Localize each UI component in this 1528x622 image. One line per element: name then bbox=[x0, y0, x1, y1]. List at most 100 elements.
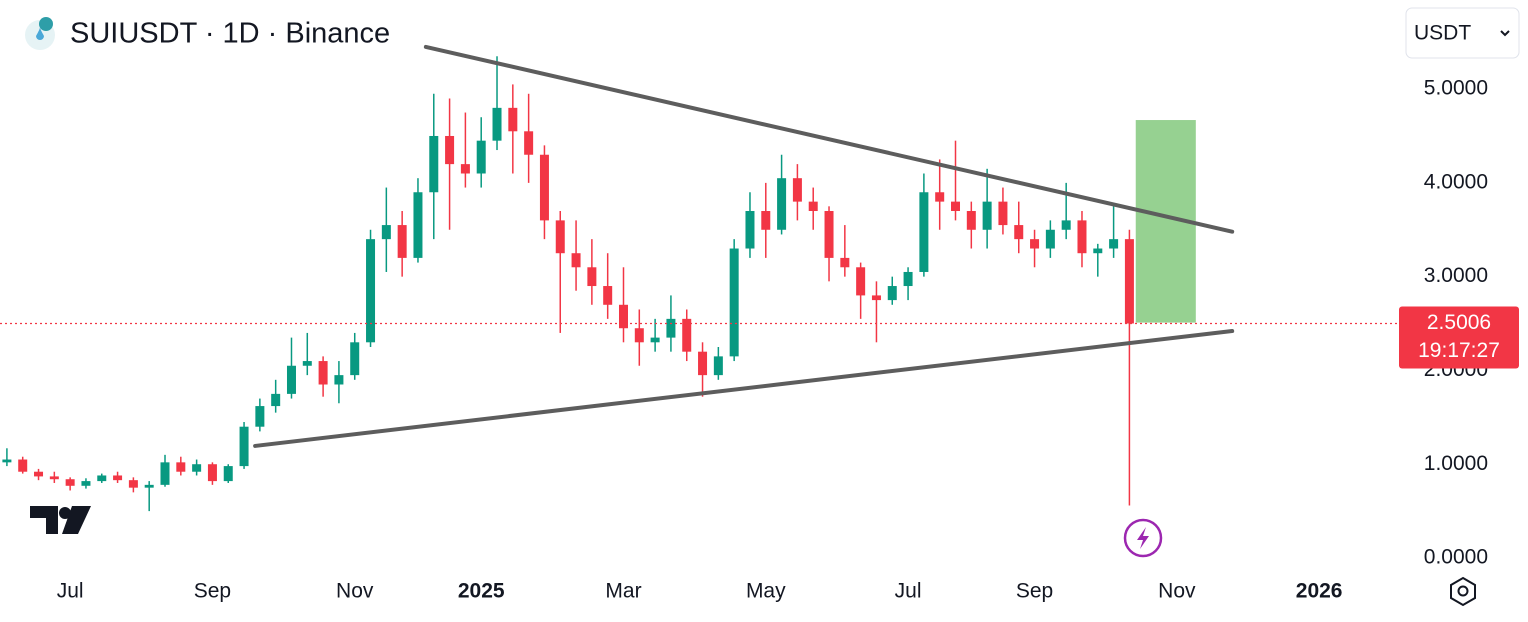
candle-body bbox=[18, 459, 28, 472]
x-tick-label: Nov bbox=[1158, 580, 1196, 603]
candle-body bbox=[1014, 225, 1024, 240]
candle-body bbox=[476, 140, 486, 174]
candle-body bbox=[524, 131, 534, 155]
candle-body bbox=[492, 107, 502, 141]
candle-body bbox=[650, 337, 660, 343]
candle-body bbox=[286, 365, 296, 394]
price-tag-countdown: 19:17:27 bbox=[1418, 339, 1500, 362]
tradingview-logo bbox=[30, 506, 91, 534]
candle-body bbox=[1030, 239, 1040, 249]
candle-body bbox=[603, 286, 613, 305]
candle-body bbox=[176, 462, 186, 472]
candle-body bbox=[539, 154, 549, 221]
chart-title: SUIUSDT · 1D · Binance bbox=[70, 18, 390, 50]
candle-body bbox=[808, 201, 818, 212]
x-tick-label: Jul bbox=[57, 580, 84, 603]
candle-body bbox=[192, 464, 202, 472]
y-tick-label: 1.0000 bbox=[1424, 452, 1488, 475]
candle-body bbox=[397, 225, 407, 258]
candle-body bbox=[334, 375, 344, 385]
price-tag bbox=[1399, 306, 1519, 369]
symbol-logo bbox=[25, 17, 55, 50]
y-tick-label: 5.0000 bbox=[1424, 77, 1488, 100]
candle-body bbox=[951, 201, 961, 212]
candle-body bbox=[223, 466, 233, 482]
candle-body bbox=[413, 192, 423, 258]
settings-icon[interactable] bbox=[1450, 576, 1476, 607]
candle-body bbox=[761, 211, 771, 230]
x-tick-label: Mar bbox=[605, 580, 641, 603]
y-tick-label: 4.0000 bbox=[1424, 170, 1488, 193]
candle-body bbox=[350, 342, 360, 376]
trendline bbox=[253, 329, 1235, 448]
candle-body bbox=[1093, 248, 1103, 254]
candle-body bbox=[666, 318, 676, 338]
candle-body bbox=[445, 135, 455, 165]
candle-body bbox=[792, 178, 802, 202]
currency-select-box[interactable] bbox=[1405, 7, 1520, 59]
candle-body bbox=[1124, 239, 1134, 324]
candle-body bbox=[998, 201, 1008, 226]
y-tick-label: 0.0000 bbox=[1424, 546, 1488, 569]
candle-body bbox=[682, 318, 692, 352]
candle-body bbox=[2, 459, 12, 463]
currency-label[interactable]: USDT bbox=[1414, 22, 1471, 45]
candle-body bbox=[366, 239, 376, 343]
candle-body bbox=[919, 192, 929, 272]
x-tick-label: Nov bbox=[336, 580, 374, 603]
candle-body bbox=[887, 286, 897, 301]
candle-body bbox=[587, 267, 597, 287]
candle-body bbox=[745, 211, 755, 249]
plot-area bbox=[2, 44, 1235, 512]
candle-body bbox=[1109, 239, 1119, 249]
candle-body bbox=[381, 225, 391, 240]
candle-body bbox=[571, 253, 581, 268]
candle-body bbox=[302, 361, 312, 366]
x-tick-label: 2026 bbox=[1296, 580, 1343, 603]
candle-body bbox=[840, 257, 850, 268]
candle-body bbox=[207, 464, 217, 482]
x-tick-label: Sep bbox=[194, 580, 231, 603]
candle-body bbox=[871, 295, 881, 301]
candle-body bbox=[777, 178, 787, 230]
candle-body bbox=[1077, 220, 1087, 254]
candle-body bbox=[318, 361, 328, 385]
candle-body bbox=[903, 271, 913, 287]
candle-body bbox=[1045, 229, 1055, 249]
x-tick-label: 2025 bbox=[458, 580, 505, 603]
x-tick-label: May bbox=[746, 580, 786, 603]
x-tick-label: Sep bbox=[1016, 580, 1053, 603]
trendline bbox=[423, 44, 1235, 234]
candle-body bbox=[634, 328, 644, 343]
candle-body bbox=[713, 356, 723, 376]
candle-body bbox=[128, 480, 138, 488]
candle-body bbox=[618, 304, 628, 329]
candle-body bbox=[34, 471, 44, 477]
candle-body bbox=[81, 481, 91, 486]
candle-body bbox=[508, 107, 518, 132]
candle-body bbox=[239, 426, 249, 467]
candle-body bbox=[113, 475, 123, 481]
candle-body bbox=[65, 479, 75, 486]
currency-select[interactable]: USDT bbox=[1405, 7, 1520, 59]
candle-body bbox=[698, 351, 708, 376]
candle-body bbox=[1061, 220, 1071, 230]
candle-body bbox=[935, 192, 945, 202]
candle-body bbox=[856, 267, 866, 296]
candle-body bbox=[982, 201, 992, 230]
candle-body bbox=[255, 406, 265, 427]
candle-body bbox=[555, 220, 565, 254]
candle-body bbox=[824, 211, 834, 258]
candle-body bbox=[160, 462, 170, 485]
candle-body bbox=[271, 393, 281, 407]
dropdown-arrow[interactable] bbox=[1500, 30, 1510, 37]
y-tick-label: 3.0000 bbox=[1424, 264, 1488, 287]
x-tick-label: Jul bbox=[895, 580, 922, 603]
candle-body bbox=[966, 211, 976, 230]
candle-body bbox=[144, 484, 154, 488]
candle-body bbox=[729, 248, 739, 357]
candle-body bbox=[49, 476, 59, 480]
lightning-icon[interactable] bbox=[1123, 518, 1163, 558]
candle-body bbox=[460, 164, 470, 174]
